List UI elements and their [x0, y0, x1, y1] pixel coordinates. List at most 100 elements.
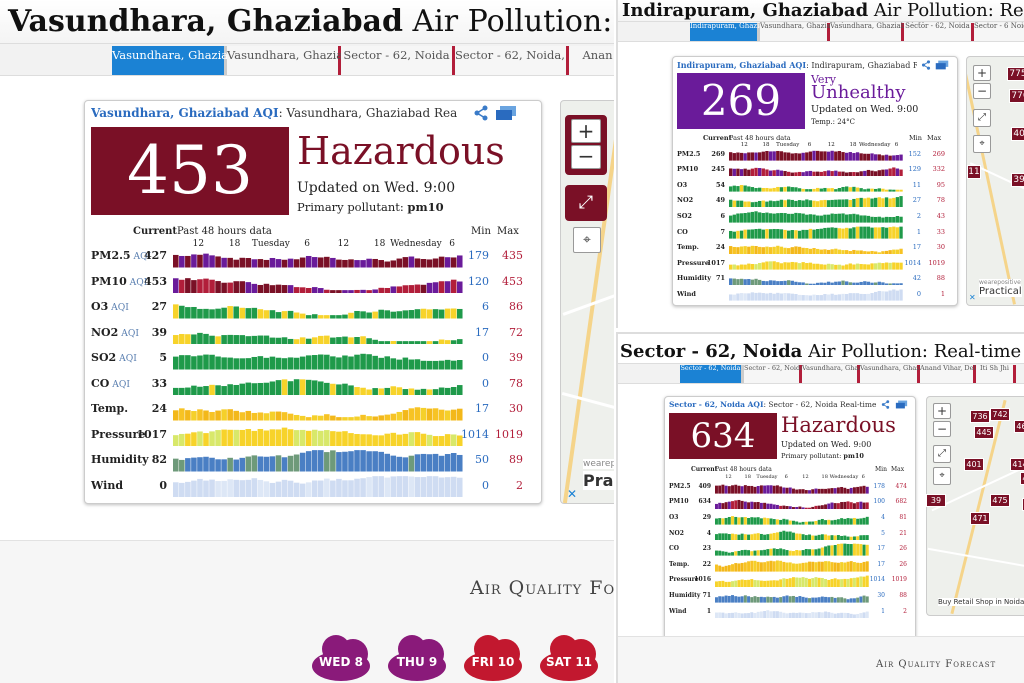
pages-icon[interactable] [895, 400, 908, 409]
history-sparkline[interactable] [715, 527, 869, 541]
zoom-out-icon[interactable]: − [571, 145, 601, 169]
tab-vasundhara-ghaziabad-up[interactable]: Vasundhara, Ghaziabad, Up [227, 46, 389, 75]
tab-sector-62[interactable]: Sector - 62, Noida [680, 365, 744, 383]
map-marker[interactable]: 401 [964, 458, 984, 471]
history-sparkline[interactable] [715, 558, 869, 572]
history-sparkline[interactable] [729, 147, 903, 161]
map-marker[interactable]: 404 [1011, 127, 1024, 141]
history-sparkline[interactable] [729, 194, 903, 208]
zoom-in-icon[interactable]: + [973, 65, 991, 81]
history-sparkline[interactable] [715, 496, 869, 510]
map-marker[interactable]: 471 [970, 512, 990, 525]
history-sparkline[interactable] [729, 178, 903, 192]
min-value: 17 [877, 560, 885, 568]
map-marker[interactable]: 445 [974, 426, 994, 439]
tab-sector-62-up[interactable]: Sector - 62, Noida, Up [744, 365, 818, 383]
history-sparkline[interactable] [729, 209, 903, 223]
tab-sector-62-noida[interactable]: Sector - 62, Noida [341, 46, 455, 75]
map-marker[interactable]: 775 [1007, 67, 1024, 81]
map-marker[interactable]: 467 [1020, 472, 1024, 485]
card-location-link[interactable]: Vasundhara, Ghaziabad [91, 106, 249, 120]
history-sparkline[interactable] [715, 574, 869, 588]
map-marker[interactable]: 398 [1011, 173, 1024, 187]
tab-vasundhara[interactable]: Vasundhara, Ghaziabad [760, 22, 844, 41]
map-marker[interactable]: 466 [1014, 420, 1024, 433]
card-header: Vasundhara, Ghaziabad AQI: Vasundhara, G… [91, 106, 457, 120]
tab-vasundhara[interactable]: Vasundhara, Ghaziabad [802, 365, 880, 383]
tab-indirapuram[interactable]: Indirapuram, Ghaziabad [690, 22, 777, 41]
tab-sector-62-noida-up[interactable]: Sector - 62, Noida, Up [455, 46, 586, 75]
fullscreen-icon[interactable]: ⤢ [973, 109, 991, 127]
tab-vasundhara-up[interactable]: Vasundhara, Ghaziabad, Up [860, 365, 952, 383]
max-value: 453 [502, 274, 523, 288]
pollutant-row: Humidity 82 50 89 [85, 447, 541, 473]
map-ad[interactable]: Buy Retail Shop in Noida [938, 598, 1024, 606]
map-marker[interactable]: 11 [967, 165, 981, 179]
history-sparkline[interactable] [173, 244, 463, 268]
forecast-day[interactable]: THU 9 [382, 631, 452, 681]
tab-sector-62[interactable]: Sector - 62, Noida [904, 22, 974, 41]
tab-anand-vihar[interactable]: Anan [569, 46, 614, 75]
map-layers-icon[interactable]: ⌖ [933, 467, 951, 485]
share-icon[interactable] [881, 400, 890, 409]
zoom-out-icon[interactable]: − [973, 83, 991, 99]
current-value: 269 [711, 149, 725, 158]
history-sparkline[interactable] [729, 272, 903, 286]
history-sparkline[interactable] [173, 372, 463, 396]
history-sparkline[interactable] [729, 163, 903, 177]
history-sparkline[interactable] [729, 287, 903, 301]
history-sparkline[interactable] [173, 423, 463, 447]
history-sparkline[interactable] [173, 346, 463, 370]
zoom-in-icon[interactable]: + [571, 119, 601, 143]
forecast-day[interactable]: SAT 11 [534, 631, 604, 681]
ad-close-icon[interactable]: ✕ [567, 487, 578, 501]
forecast-day[interactable]: FRI 10 [458, 631, 528, 681]
history-sparkline[interactable] [715, 542, 869, 556]
history-sparkline[interactable] [173, 397, 463, 421]
tab-anand-vihar[interactable]: Anand Vihar, Delhi [920, 365, 982, 383]
map-ad[interactable]: Practical [979, 286, 1022, 297]
map-layers-icon[interactable]: ⌖ [973, 135, 991, 153]
history-sparkline[interactable] [729, 241, 903, 255]
card-location-link[interactable]: Indirapuram, Ghaziabad [677, 60, 787, 70]
map-marker[interactable]: 414 [1010, 458, 1024, 471]
map-layers-icon[interactable]: ⌖ [573, 227, 601, 253]
card-location-link[interactable]: Sector - 62, Noida [669, 400, 745, 409]
history-sparkline[interactable] [173, 474, 463, 498]
station-map[interactable]: + − ⤢ ⌖ 775 776 404 11 398 wearepositive… [966, 56, 1024, 306]
ad-close-icon[interactable]: ✕ [969, 293, 976, 302]
pages-icon[interactable] [935, 60, 949, 70]
history-sparkline[interactable] [173, 448, 463, 472]
share-icon[interactable] [921, 60, 931, 70]
map-marker[interactable]: 742 [990, 408, 1010, 421]
map-marker[interactable]: 475 [990, 494, 1010, 507]
history-sparkline[interactable] [715, 480, 869, 494]
fullscreen-icon[interactable]: ⤢ [933, 445, 951, 463]
history-sparkline[interactable] [173, 295, 463, 319]
share-icon[interactable] [473, 105, 489, 121]
history-sparkline[interactable] [715, 605, 869, 619]
zoom-in-icon[interactable]: + [933, 403, 951, 419]
tab-sector-6-up[interactable]: Sector - 6 Noida, U [974, 22, 1024, 41]
time-tick: 12 [192, 239, 205, 249]
history-sparkline[interactable] [173, 321, 463, 345]
zoom-out-icon[interactable]: − [933, 421, 951, 437]
map-marker[interactable]: 776 [1009, 89, 1024, 103]
history-sparkline[interactable] [715, 589, 869, 603]
history-sparkline[interactable] [715, 511, 869, 525]
map-marker[interactable]: 736 [970, 410, 990, 423]
history-sparkline[interactable] [173, 270, 463, 294]
history-sparkline[interactable] [729, 225, 903, 239]
tab-iti[interactable]: Iti Sh Jhi [976, 365, 1016, 383]
tab-vasundhara-ghaziabad[interactable]: Vasundhara, Ghaziabad [112, 46, 250, 75]
station-map[interactable]: + − ⤢ ⌖ wearep Prac ✕ [560, 100, 614, 504]
tab-vasundhara-up[interactable]: Vasundhara, Ghaziabad, Up [830, 22, 929, 41]
page-title-rest: Air Pollution: Re [868, 0, 1024, 21]
map-marker[interactable]: 39 [926, 494, 946, 507]
fullscreen-icon[interactable]: ⤢ [565, 185, 607, 221]
history-sparkline[interactable] [729, 256, 903, 270]
forecast-day[interactable]: WED 8 [306, 631, 376, 681]
map-marker[interactable]: 50 [1022, 498, 1024, 511]
map-ad[interactable]: Prac [583, 471, 614, 490]
pages-icon[interactable] [495, 105, 517, 121]
